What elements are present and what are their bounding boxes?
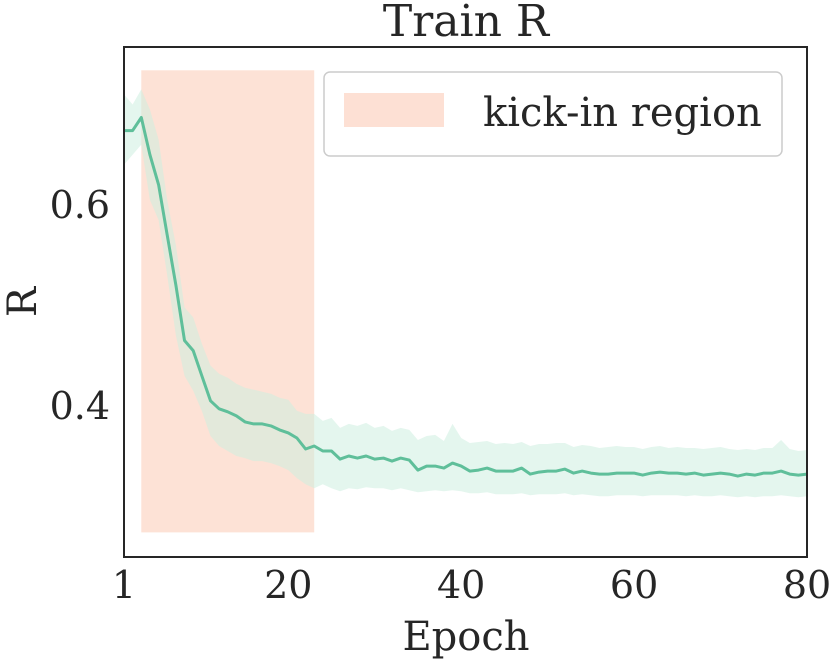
y-tick-label: 0.4 [50, 384, 110, 428]
series-band [124, 89, 807, 498]
x-tick-label: 80 [783, 563, 830, 607]
legend-swatch [344, 93, 444, 127]
legend-label: kick-in region [483, 90, 762, 136]
x-tick-label: 60 [610, 563, 658, 607]
plot-area [124, 70, 808, 533]
x-tick-label: 1 [112, 563, 136, 607]
chart-title: Train R [383, 0, 551, 47]
x-tick-label: 40 [437, 563, 485, 607]
legend: kick-in region [323, 71, 783, 157]
x-axis-label: Epoch [402, 614, 529, 660]
y-tick-label: 0.6 [50, 183, 110, 227]
tick-labels: 1 20 40 60 80 0.4 0.6 [50, 183, 830, 607]
plot-frame [123, 46, 808, 558]
x-tick-label: 20 [264, 563, 312, 607]
series-line [124, 116, 808, 478]
y-axis-label: R [0, 285, 46, 317]
